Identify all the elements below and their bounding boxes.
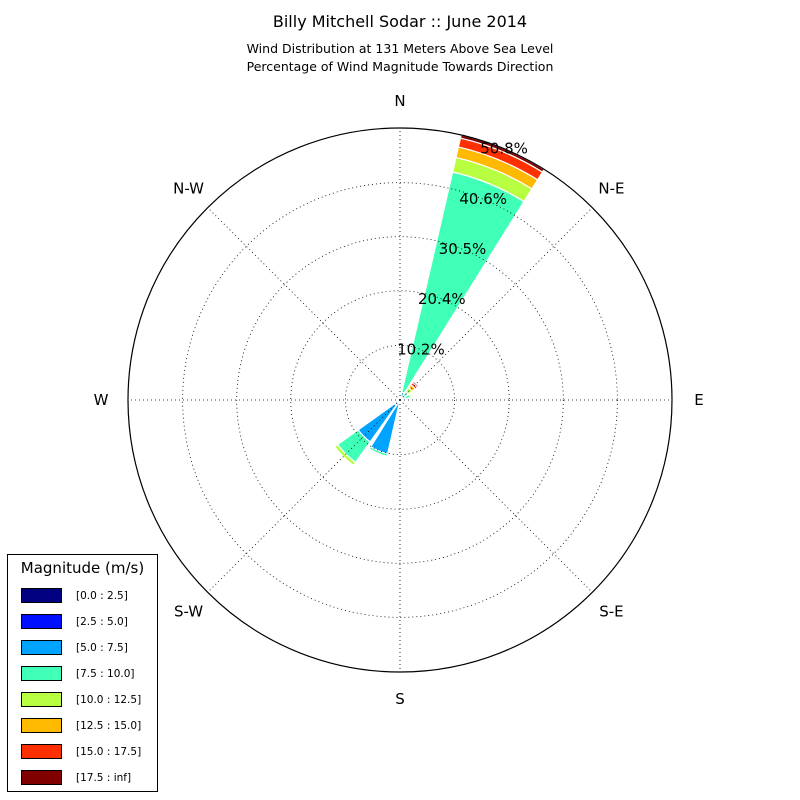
legend-swatch bbox=[21, 718, 62, 733]
direction-label-s: S bbox=[395, 690, 405, 708]
grid-ring-0 bbox=[344, 344, 456, 456]
radial-tick-label-3: 40.6% bbox=[459, 190, 507, 208]
grid-ring-2 bbox=[236, 236, 564, 564]
direction-label-s-e: S-E bbox=[599, 602, 623, 620]
plot-outer-circle bbox=[127, 127, 673, 673]
radial-tick-label-2: 30.5% bbox=[439, 240, 487, 258]
legend-label: [7.5 : 10.0] bbox=[76, 668, 135, 680]
legend-swatch bbox=[21, 614, 62, 629]
legend-item: [7.5 : 10.0] bbox=[21, 666, 156, 682]
legend-item: [2.5 : 5.0] bbox=[21, 614, 156, 630]
legend-item: [12.5 : 15.0] bbox=[21, 718, 156, 734]
grid-spoke-7 bbox=[207, 207, 401, 401]
legend-swatch bbox=[21, 666, 62, 681]
chart-title: Billy Mitchell Sodar :: June 2014 bbox=[272, 12, 528, 31]
sector-225-bin-5 bbox=[332, 445, 355, 468]
radial-tick-label-1: 20.4% bbox=[418, 290, 466, 308]
legend-item: [15.0 : 17.5] bbox=[21, 744, 156, 760]
legend-item: [0.0 : 2.5] bbox=[21, 588, 156, 604]
legend-item: [5.0 : 7.5] bbox=[21, 640, 156, 656]
legend-label: [5.0 : 7.5] bbox=[76, 642, 128, 654]
direction-label-n: N bbox=[394, 92, 405, 110]
legend-swatch bbox=[21, 744, 62, 759]
direction-label-n-w: N-W bbox=[173, 180, 204, 198]
radial-tick-label-4: 50.8% bbox=[480, 140, 528, 158]
direction-label-n-e: N-E bbox=[598, 180, 624, 198]
legend-item: [17.5 : inf] bbox=[21, 770, 156, 786]
direction-label-s-w: S-W bbox=[174, 602, 203, 620]
sectors-layer bbox=[332, 134, 545, 468]
sector-45-bin-7 bbox=[411, 380, 420, 389]
legend-label: [17.5 : inf] bbox=[76, 772, 132, 784]
grid-spoke-1 bbox=[399, 207, 593, 401]
direction-label-w: W bbox=[94, 391, 109, 409]
legend-label: [2.5 : 5.0] bbox=[76, 616, 128, 628]
grid-layer bbox=[128, 128, 672, 672]
grid-spoke-5 bbox=[207, 399, 401, 593]
legend-swatch bbox=[21, 770, 62, 785]
grid-spoke-3 bbox=[399, 399, 593, 593]
legend-item: [10.0 : 12.5] bbox=[21, 692, 156, 708]
sector-67.5-bin-6 bbox=[410, 392, 414, 398]
legend: Magnitude (m/s) [0.0 : 2.5] [2.5 : 5.0] [5… bbox=[7, 554, 158, 792]
grid-ring-3 bbox=[182, 182, 618, 618]
chart-subtitle-line-1: Wind Distribution at 131 Meters Above Se… bbox=[246, 41, 554, 56]
sector-202.5-bin-4 bbox=[367, 448, 388, 459]
direction-label-e: E bbox=[694, 391, 703, 409]
labels-layer: N N-E E S-E S S-W W N-W 10.2% 20.4% 30.5% 40.6% 50.8… bbox=[94, 92, 704, 708]
legend-title: Magnitude (m/s) bbox=[20, 559, 145, 577]
legend-label: [15.0 : 17.5] bbox=[76, 746, 142, 758]
legend-label: [12.5 : 15.0] bbox=[76, 720, 142, 732]
chart-subtitle-line-2: Percentage of Wind Magnitude Towards Dir… bbox=[246, 59, 554, 74]
radial-tick-label-0: 10.2% bbox=[397, 341, 445, 359]
legend-swatch bbox=[21, 588, 62, 603]
legend-label: [10.0 : 12.5] bbox=[76, 694, 142, 706]
legend-swatch bbox=[21, 692, 62, 707]
legend-label: [0.0 : 2.5] bbox=[76, 590, 128, 602]
legend-swatch bbox=[21, 640, 62, 655]
